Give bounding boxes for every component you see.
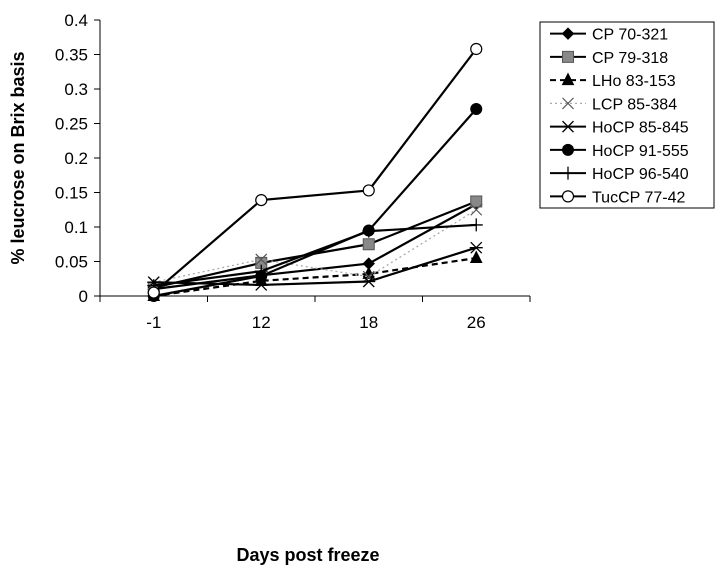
data-point <box>469 250 483 264</box>
legend-item-1: CP 79-318 <box>550 50 668 67</box>
x-axis: -1 12 18 26 <box>99 295 531 332</box>
data-point <box>147 286 160 299</box>
y-tick-label: 0.3 <box>64 80 88 99</box>
series-line <box>153 223 477 287</box>
data-point <box>470 195 483 208</box>
y-tick-label: 0.05 <box>55 253 88 272</box>
series-3 <box>147 203 483 289</box>
legend-label: TucCP 77-42 <box>592 189 685 206</box>
data-point <box>362 184 375 197</box>
data-point <box>362 224 376 238</box>
data-point <box>255 253 268 266</box>
data-point <box>470 42 483 56</box>
legend-item-4: HoCP 85-845 <box>550 120 689 137</box>
legend-swatch-marker <box>562 97 574 110</box>
data-point <box>362 275 376 288</box>
x-tick-label: 26 <box>467 313 486 332</box>
legend-item-3: LCP 85-384 <box>550 96 677 113</box>
y-tick-label: 0.15 <box>55 184 88 203</box>
legend-item-6: HoCP 96-540 <box>550 166 689 183</box>
legend-label: HoCP 96-540 <box>592 166 689 183</box>
series-layer <box>147 42 483 302</box>
y-axis: 0 0.05 0.1 0.15 0.2 0.25 0.3 0.35 0.4 <box>55 11 101 306</box>
legend-swatch-marker <box>561 190 575 203</box>
y-tick-label: 0.4 <box>64 11 88 30</box>
data-point <box>469 241 483 254</box>
x-axis-title: Days post freeze <box>236 545 379 565</box>
data-point <box>470 203 483 216</box>
series-line <box>153 246 477 287</box>
legend-label: HoCP 91-555 <box>592 143 689 160</box>
data-point <box>470 103 483 116</box>
legend-label: CP 79-318 <box>592 50 668 67</box>
series-line <box>153 200 477 289</box>
legend: CP 70-321 CP 79-318 LHo 83-153 LCP 85-384 Ho… <box>539 21 715 209</box>
legend-label: CP 70-321 <box>592 27 668 44</box>
legend-item-5: HoCP 91-555 <box>550 143 689 160</box>
legend-swatch-marker <box>561 166 575 180</box>
y-tick-label: 0.35 <box>55 46 88 65</box>
legend-swatch-marker <box>562 143 574 156</box>
y-tick-label: 0.25 <box>55 115 88 134</box>
x-tick-label: 18 <box>359 313 378 332</box>
data-point <box>254 264 268 278</box>
legend-swatch-marker <box>561 120 575 133</box>
y-axis-title: % leucrose on Brix basis <box>8 51 28 264</box>
data-point <box>255 193 268 207</box>
series-4 <box>147 241 483 291</box>
y-tick-label: 0.1 <box>64 218 88 237</box>
series-line <box>153 203 477 291</box>
legend-label: LHo 83-153 <box>592 73 676 90</box>
data-point <box>254 279 268 291</box>
y-tick-label: 0.2 <box>64 149 88 168</box>
legend-item-0: CP 70-321 <box>550 27 668 44</box>
legend-label: HoCP 85-845 <box>592 120 689 137</box>
series-7 <box>147 42 483 299</box>
series-line <box>153 256 477 298</box>
y-tick-label: 0 <box>79 287 88 306</box>
series-6 <box>147 218 483 293</box>
legend-swatch-marker <box>561 27 575 40</box>
legend-item-7: TucCP 77-42 <box>550 189 685 206</box>
series-line <box>153 48 478 294</box>
x-tick-label: -1 <box>146 313 161 332</box>
series-5 <box>147 103 483 302</box>
data-point <box>469 218 483 232</box>
legend-swatch-marker <box>562 50 574 63</box>
x-tick-label: 12 <box>252 313 271 332</box>
series-line <box>153 108 478 298</box>
legend-label: LCP 85-384 <box>592 96 677 113</box>
legend-item-2: LHo 83-153 <box>550 72 676 90</box>
legend-swatch-marker <box>561 72 575 86</box>
series-2 <box>147 250 483 301</box>
data-point <box>362 238 375 251</box>
